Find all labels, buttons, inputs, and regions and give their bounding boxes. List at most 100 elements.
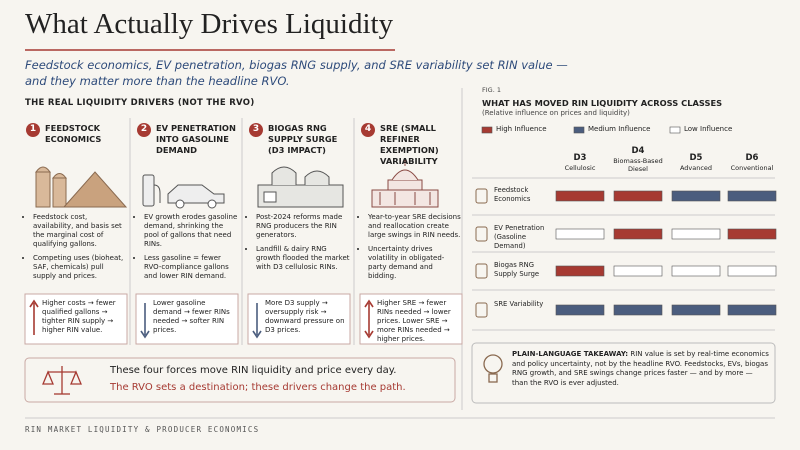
influence-bar xyxy=(555,228,605,240)
effect-text: Higher SRE → fewer RINs needed → lower p… xyxy=(377,299,451,343)
driver-title: FEEDSTOCK ECONOMICS xyxy=(45,123,102,144)
effect-text: Lower gasoline demand → fewer RINs neede… xyxy=(153,299,230,334)
bullet: EV growth erodes gasoline demand, shrink… xyxy=(144,213,238,249)
row-icon xyxy=(475,188,488,204)
bullet: Post-2024 reforms made RNG producers the… xyxy=(256,213,350,240)
influence-bar xyxy=(671,190,721,202)
column-code: D5 xyxy=(689,153,703,163)
row-label: Biogas RNG Supply Surge xyxy=(494,261,540,278)
ev-icon xyxy=(142,174,225,209)
driver-title: EV PENETRATION INTO GASOLINE DEMAND xyxy=(156,123,236,155)
row-label: Feedstock Economics xyxy=(494,186,531,203)
arrow-head xyxy=(140,330,150,339)
arrow-head xyxy=(29,299,39,308)
bullets: Post-2024 reforms made RNG producers the… xyxy=(248,213,350,277)
arrow-head xyxy=(364,330,374,339)
takeaway-text: RIN value is set by real-time economics … xyxy=(512,350,769,387)
legend-swatch xyxy=(573,126,585,134)
row-label: SRE Variability xyxy=(494,300,544,308)
influence-bar xyxy=(727,190,777,202)
bulb-icon xyxy=(483,354,503,383)
number-badge xyxy=(361,123,375,137)
driver-title: SRE (SMALL REFINER EXEMPTION) VARIABILIT… xyxy=(380,123,439,166)
column-name: Biomass-Based Diesel xyxy=(613,157,663,173)
number: 1 xyxy=(29,124,37,134)
takeaway-label: PLAIN-LANGUAGE TAKEAWAY: xyxy=(512,350,629,358)
driver-title: BIOGAS RNG SUPPLY SURGE (D3 IMPACT) xyxy=(268,123,338,155)
legend-label: High Influence xyxy=(496,125,547,133)
title: What Actually Drives Liquidity xyxy=(25,8,394,40)
banner-box xyxy=(24,357,456,403)
row-icon xyxy=(475,263,488,279)
number: 3 xyxy=(252,124,260,134)
column-code: D6 xyxy=(745,153,759,163)
subtitle: and they matter more than the headline R… xyxy=(25,74,290,88)
influence-bar xyxy=(613,190,663,202)
number: 2 xyxy=(140,124,148,134)
legend-label: Medium Influence xyxy=(588,125,651,133)
effect-box xyxy=(359,293,463,345)
influence-bar xyxy=(555,190,605,202)
section-heading: THE REAL LIQUIDITY DRIVERS (NOT THE RVO) xyxy=(25,98,255,108)
column-name: Cellulosic xyxy=(564,164,596,172)
biogas-icon xyxy=(257,166,344,208)
legend-swatch xyxy=(669,126,681,134)
footer: RIN MARKET LIQUIDITY & PRODUCER ECONOMIC… xyxy=(25,425,260,434)
feedstock-icon xyxy=(35,166,128,208)
bullet-list: EV growth erodes gasoline demand, shrink… xyxy=(136,213,238,281)
bullets: EV growth erodes gasoline demand, shrink… xyxy=(136,213,238,286)
column-code: D3 xyxy=(573,153,587,163)
influence-bar xyxy=(727,265,777,277)
arrow-head xyxy=(252,330,262,339)
legend-swatch xyxy=(481,126,493,134)
fig-title: WHAT HAS MOVED RIN LIQUIDITY ACROSS CLAS… xyxy=(482,98,723,108)
legend-label: Low Influence xyxy=(684,125,733,133)
bullet: Less gasoline = fewer RVO-compliance gal… xyxy=(144,254,238,281)
influence-bar xyxy=(727,304,777,316)
bullet-list: Feedstock cost, availability, and basis … xyxy=(25,213,127,281)
scale-icon xyxy=(42,366,82,395)
influence-bar xyxy=(727,228,777,240)
effect-box xyxy=(135,293,239,345)
takeaway: PLAIN-LANGUAGE TAKEAWAY: RIN value is se… xyxy=(512,350,770,388)
influence-bar xyxy=(671,228,721,240)
bullet: Year-to-year SRE decisions and reallocat… xyxy=(368,213,462,240)
number-badge xyxy=(249,123,263,137)
row-label: EV Penetration (Gasoline Demand) xyxy=(494,224,545,250)
banner-line: The RVO sets a destination; these driver… xyxy=(110,382,406,393)
influence-bar xyxy=(613,265,663,277)
influence-bar xyxy=(613,304,663,316)
influence-bar xyxy=(671,304,721,316)
subtitle: Feedstock economics, EV penetration, bio… xyxy=(25,58,568,72)
bullets: Year-to-year SRE decisions and reallocat… xyxy=(360,213,462,286)
column-name: Conventional xyxy=(730,164,774,172)
influence-bar xyxy=(613,228,663,240)
bullets: Feedstock cost, availability, and basis … xyxy=(25,213,127,286)
effect-text: Higher costs → fewer qualified gallons →… xyxy=(42,299,116,334)
fig-subtitle: (Relative influence on prices and liquid… xyxy=(482,109,630,117)
fig-label: FIG. 1 xyxy=(482,86,501,94)
bullet: Landfill & dairy RNG growth flooded the … xyxy=(256,245,350,272)
bullet-list: Post-2024 reforms made RNG producers the… xyxy=(248,213,350,272)
column-code: D4 xyxy=(631,146,645,156)
number-badge xyxy=(137,123,151,137)
effect-box xyxy=(247,293,351,345)
number: 4 xyxy=(364,124,372,134)
influence-bar xyxy=(555,265,605,277)
banner-line: These four forces move RIN liquidity and… xyxy=(110,365,397,376)
bullet: Competing uses (bioheat, SAF, chemicals)… xyxy=(33,254,127,281)
bullet: Uncertainty drives volatility in obligat… xyxy=(368,245,462,281)
row-icon xyxy=(475,226,488,242)
influence-bar xyxy=(555,304,605,316)
bullet: Feedstock cost, availability, and basis … xyxy=(33,213,127,249)
effect-box xyxy=(24,293,128,345)
takeaway-box xyxy=(471,342,776,404)
number-badge xyxy=(26,123,40,137)
effect-text: More D3 supply → oversupply risk → downw… xyxy=(265,299,345,334)
bullet-list: Year-to-year SRE decisions and reallocat… xyxy=(360,213,462,281)
capitol-icon xyxy=(371,160,439,208)
influence-bar xyxy=(671,265,721,277)
row-icon xyxy=(475,302,488,318)
